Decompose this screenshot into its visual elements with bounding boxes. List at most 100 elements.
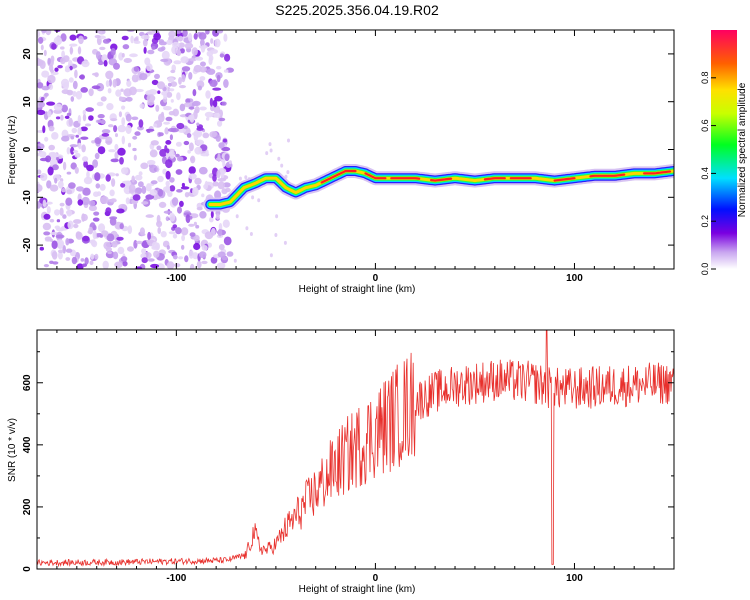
noise-blob: [108, 124, 114, 128]
snr-ytick-label: 200: [22, 498, 33, 515]
noise-blob: [275, 214, 279, 219]
noise-blob: [77, 46, 82, 55]
noise-blob: [118, 203, 127, 210]
noise-blob: [134, 131, 141, 136]
noise-blob: [287, 138, 290, 143]
noise-blob: [117, 124, 127, 133]
noise-blob: [75, 90, 83, 100]
noise-blob: [161, 50, 170, 60]
noise-blob: [37, 36, 44, 44]
noise-blob: [147, 258, 155, 262]
noise-blob: [195, 224, 200, 229]
noise-blob: [66, 147, 71, 155]
noise-blob: [125, 96, 133, 102]
noise-blob: [151, 79, 159, 86]
noise-blob: [172, 41, 180, 49]
noise-blob: [115, 89, 122, 97]
noise-blob: [170, 69, 176, 74]
noise-blob: [217, 181, 226, 190]
noise-blob: [131, 116, 139, 121]
noise-blob: [141, 257, 148, 264]
noise-blob: [74, 152, 81, 158]
noise-blob: [81, 196, 90, 206]
noise-blob: [163, 106, 172, 111]
noise-blob: [46, 180, 52, 189]
noise-blob: [184, 42, 194, 49]
snr-ytick-label: 600: [22, 374, 33, 391]
noise-blob: [40, 44, 44, 51]
noise-blob: [57, 65, 63, 69]
noise-blob: [154, 73, 160, 79]
noise-blob: [265, 151, 269, 156]
noise-blob: [80, 87, 88, 93]
noise-blob: [216, 262, 226, 269]
noise-blob: [238, 176, 242, 181]
noise-blob: [191, 47, 198, 56]
spectrogram-ytick-label: 10: [22, 96, 33, 108]
noise-blob: [223, 69, 229, 73]
noise-blob: [81, 60, 90, 68]
noise-blob: [216, 74, 221, 83]
noise-blob: [194, 177, 202, 185]
noise-blob: [74, 166, 79, 174]
noise-blob: [162, 168, 167, 175]
noise-blob: [138, 181, 144, 188]
noise-blob: [55, 234, 65, 239]
noise-blob: [166, 39, 173, 45]
noise-blob: [173, 60, 182, 65]
noise-blob: [102, 38, 111, 44]
noise-blob: [204, 180, 209, 190]
spectrogram-xtick-label: 0: [373, 273, 379, 284]
noise-blob: [156, 145, 162, 151]
noise-blob: [44, 136, 49, 142]
noise-blob: [169, 177, 175, 183]
noise-blob: [60, 33, 67, 42]
noise-blob: [73, 223, 79, 229]
noise-blob: [274, 233, 278, 237]
noise-blob: [193, 33, 198, 40]
snr-xtick-label: -100: [166, 573, 186, 584]
noise-blob: [222, 219, 230, 228]
noise-blob: [217, 228, 223, 237]
spectrogram-ytick-label: -20: [22, 237, 33, 252]
noise-blob: [224, 53, 231, 62]
noise-blob: [212, 174, 217, 182]
noise-blob: [209, 97, 213, 107]
noise-blob: [132, 147, 137, 152]
noise-blob: [286, 170, 290, 175]
noise-blob: [70, 136, 75, 140]
noise-blob: [121, 135, 126, 145]
noise-blob: [167, 77, 175, 83]
noise-blob: [171, 197, 179, 206]
noise-blob: [187, 149, 191, 154]
noise-blob: [200, 61, 206, 67]
noise-blob: [149, 149, 158, 158]
noise-blob: [51, 43, 57, 50]
noise-blob: [192, 89, 197, 97]
noise-blob: [235, 214, 239, 219]
noise-blob: [68, 182, 76, 189]
noise-blob: [167, 82, 172, 87]
noise-blob: [138, 119, 144, 128]
noise-blob: [57, 251, 63, 260]
noise-blob: [117, 147, 126, 156]
noise-blob: [176, 189, 183, 193]
noise-blob: [147, 231, 152, 241]
noise-blob: [150, 140, 159, 146]
noise-blob: [269, 148, 273, 153]
noise-blob: [75, 231, 82, 239]
noise-blob: [169, 213, 176, 222]
noise-blob: [82, 187, 91, 196]
noise-blob: [46, 101, 56, 106]
noise-blob: [125, 113, 132, 122]
noise-blob: [198, 166, 208, 175]
noise-blob: [165, 140, 172, 145]
noise-blob: [54, 209, 60, 216]
noise-blob: [165, 170, 171, 180]
noise-blob: [217, 120, 223, 127]
noise-blob: [49, 184, 59, 192]
noise-blob: [215, 213, 220, 220]
noise-blob: [188, 106, 195, 110]
noise-blob: [96, 119, 102, 124]
ridge-peak: [553, 177, 576, 182]
